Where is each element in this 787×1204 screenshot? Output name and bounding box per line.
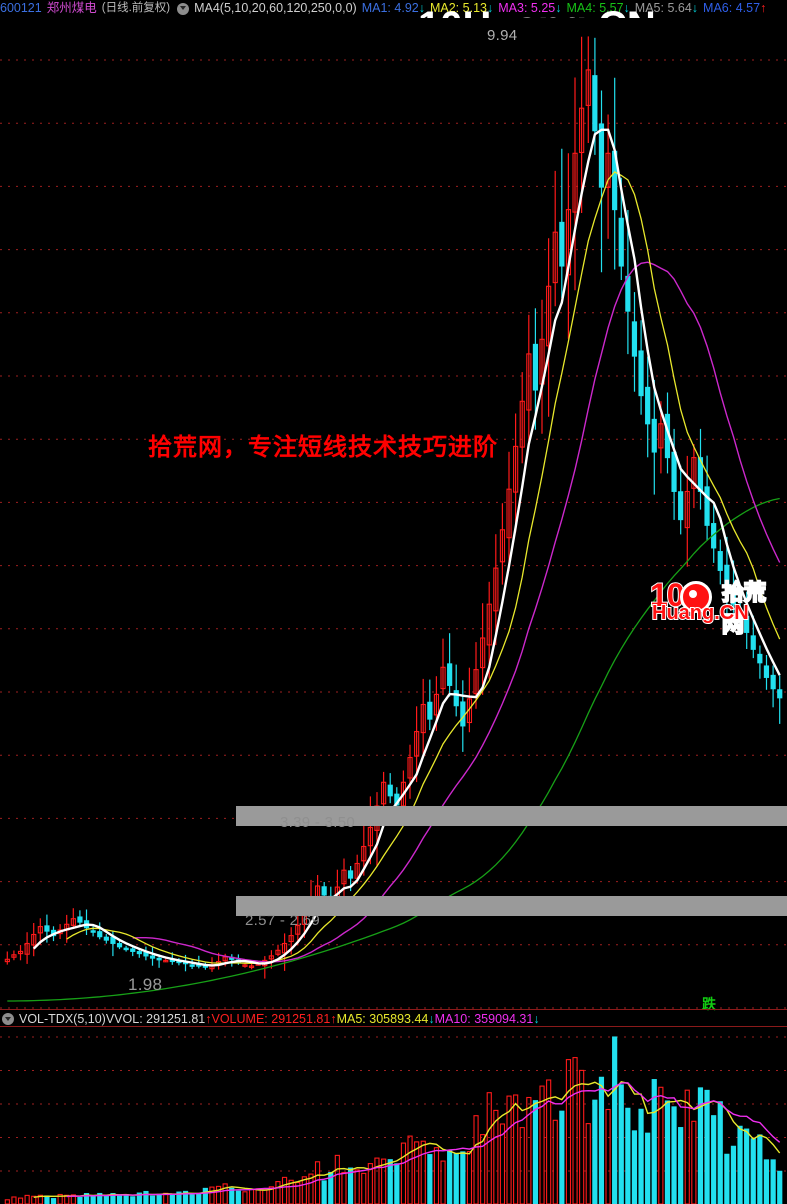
watermark-red-banner: 拾荒网，专注短线技术技巧进阶	[148, 434, 498, 461]
stock-code: 600121	[0, 1, 42, 15]
volume-readout: VOLUME: 291251.81↑	[211, 1012, 337, 1026]
volume-pane-header: VOL-TDX(5,10) VVOL: 291251.81↑ VOLUME: 2…	[0, 1011, 787, 1027]
ma2-readout: MA2: 5.13↓	[429, 1, 494, 15]
watermark-logo: 10 拾荒网 Huang.CN	[649, 575, 784, 638]
price-chart-pane[interactable]	[0, 18, 787, 1010]
volume-chart-svg	[0, 1036, 787, 1204]
stock-name: 郑州煤电	[46, 1, 97, 15]
ma6-readout: MA6: 4.57↑	[703, 1, 767, 15]
price-chart-svg	[0, 36, 787, 1009]
ma1-label: MA1:	[361, 1, 391, 15]
volume-indicator-title: VOL-TDX(5,10)	[19, 1012, 106, 1026]
volume-ma5-label: MA5:	[336, 1012, 366, 1026]
fall-tag: 跌	[702, 996, 716, 1012]
volume-label: VOLUME:	[211, 1012, 268, 1026]
chevron-down-icon[interactable]	[177, 2, 190, 15]
ma5-value: 5.64	[667, 1, 692, 15]
resistance-band-lower-label: 2.57 - 2.69	[245, 912, 321, 929]
pane-separator-bottom	[0, 1026, 787, 1027]
vvol-readout: VVOL: 291251.81↑	[105, 1012, 212, 1026]
volume-ma5-readout: MA5: 305893.44↓	[336, 1012, 435, 1026]
ma-formula-title: MA4(5,10,20,60,120,250,0,0)	[194, 1, 357, 15]
price-pane-header: 600121 郑州煤电 (日线.前复权) MA4(5,10,20,60,120,…	[0, 0, 787, 17]
volume-ma10-value: 359094.31	[474, 1012, 534, 1026]
volume-ma10-label: MA10:	[434, 1012, 471, 1026]
gear-icon	[680, 581, 712, 613]
ma5-readout: MA5: 5.64↓	[634, 1, 699, 15]
ma2-value: 5.13	[462, 1, 487, 15]
watermark-logo-number: 10	[649, 576, 686, 614]
adjust-mode: (日线.前复权)	[101, 2, 171, 14]
ma3-value: 5.25	[530, 1, 556, 15]
vvol-value: 291251.81	[146, 1012, 206, 1026]
trough-price-label: 1.98	[128, 975, 163, 994]
ma5-label: MA5:	[634, 1, 664, 15]
ma6-label: MA6:	[703, 1, 733, 15]
ma3-readout: MA3: 5.25↓	[498, 1, 562, 15]
volume-value: 291251.81	[271, 1012, 331, 1026]
volume-ma10-readout: MA10: 359094.31↓	[434, 1012, 540, 1026]
ma4-readout: MA4: 5.57↓	[566, 1, 630, 15]
ma3-label: MA3:	[498, 1, 528, 15]
ma4-value: 5.57	[599, 1, 624, 15]
watermark-logo-domain: Huang.CN	[651, 601, 750, 625]
resistance-band-upper-label: 3.39 - 3.50	[280, 814, 356, 831]
chevron-down-icon-volume[interactable]	[2, 1013, 14, 1025]
ma1-readout: MA1: 4.92↓	[361, 1, 425, 15]
ma1-value: 4.92	[394, 1, 419, 15]
peak-price-label: 9.94	[487, 27, 518, 44]
resistance-band-lower	[236, 896, 787, 916]
ma4-label: MA4:	[566, 1, 596, 15]
ma6-value: 4.57	[735, 1, 761, 15]
resistance-band-upper	[236, 806, 787, 826]
watermark-logo-zh: 拾荒网	[721, 579, 767, 638]
vvol-label: VVOL:	[105, 1012, 143, 1026]
pane-separator-top	[0, 1009, 787, 1010]
ma2-label: MA2:	[429, 1, 460, 15]
volume-ma5-value: 305893.44	[369, 1012, 429, 1026]
volume-chart-pane[interactable]	[0, 1027, 787, 1204]
